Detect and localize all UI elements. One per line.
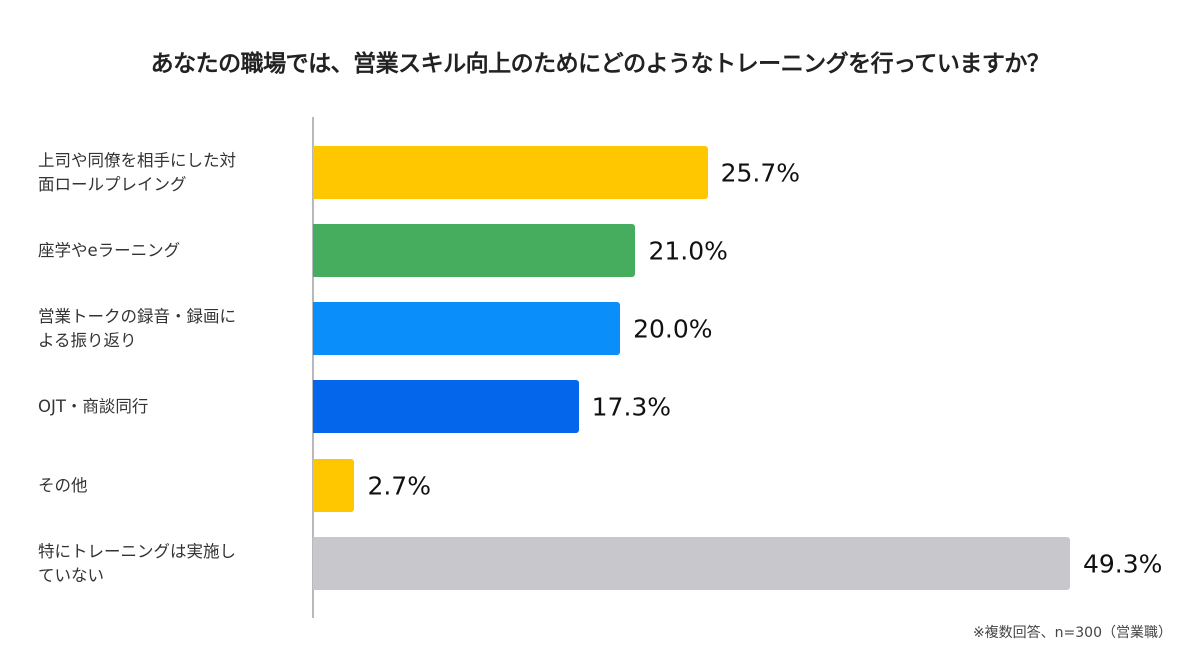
- bar-row: 上司や同僚を相手にした対 面ロールプレイング 25.7%: [0, 146, 1200, 199]
- bar-row: 座学やeラーニング 21.0%: [0, 224, 1200, 277]
- bar: [313, 459, 355, 512]
- bar: [313, 302, 621, 355]
- value-label: 21.0%: [648, 236, 728, 265]
- category-label: 座学やeラーニング: [38, 240, 181, 260]
- category-label: 特にトレーニングは実施し ていない: [38, 541, 236, 585]
- value-label: 49.3%: [1083, 549, 1163, 578]
- bar-row: その他 2.7%: [0, 459, 1200, 512]
- bar: [313, 224, 636, 277]
- category-label: その他: [38, 475, 88, 495]
- footnote: ※複数回答、n=300（営業職）: [972, 625, 1172, 641]
- bar: [313, 537, 1070, 590]
- category-label: 営業トークの録音・録画に よる振り返り: [38, 306, 236, 350]
- value-label: 20.0%: [633, 314, 713, 343]
- value-label: 25.7%: [720, 158, 801, 187]
- value-label: 17.3%: [591, 392, 672, 421]
- bar: [313, 146, 708, 199]
- bar-row: 特にトレーニングは実施し ていない 49.3%: [0, 537, 1200, 590]
- bar-row: OJT・商談同行 17.3%: [0, 380, 1200, 433]
- y-axis-line: [312, 117, 314, 618]
- bar-row: 営業トークの録音・録画に よる振り返り 20.0%: [0, 302, 1200, 355]
- category-label: 上司や同僚を相手にした対 面ロールプレイング: [38, 150, 236, 194]
- category-label: OJT・商談同行: [38, 396, 149, 416]
- value-label: 2.7%: [367, 471, 431, 500]
- bar: [313, 380, 579, 433]
- chart-title: あなたの職場では、営業スキル向上のためにどのようなトレーニングを行っていますか？: [150, 51, 1050, 77]
